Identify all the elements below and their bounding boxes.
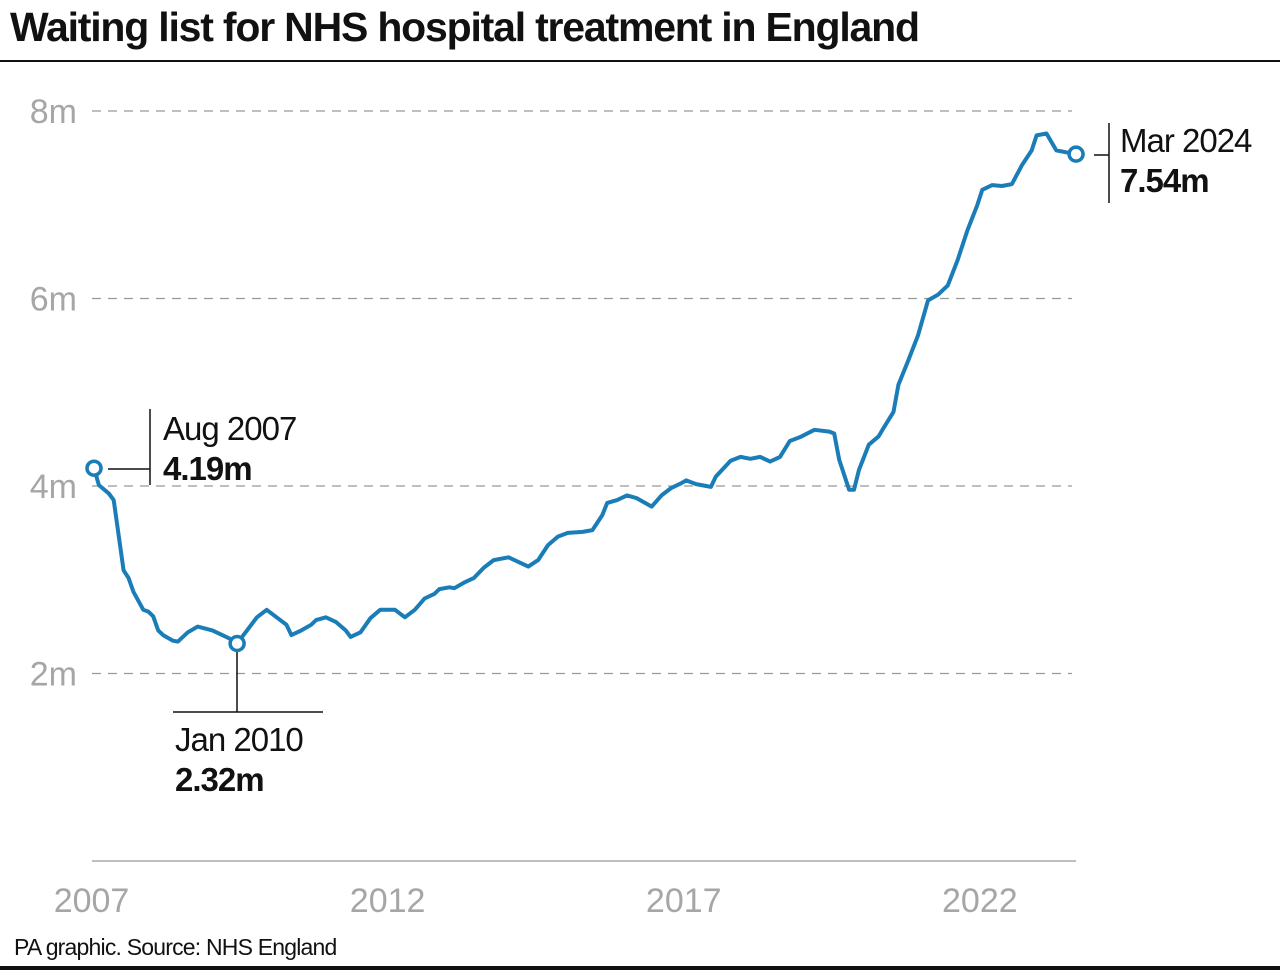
y-tick-label: 6m bbox=[30, 281, 77, 319]
title-rule bbox=[0, 60, 1280, 62]
y-tick-label: 2m bbox=[30, 656, 77, 694]
annotation-value: 2.32m bbox=[175, 761, 264, 798]
annotation-date: Aug 2007 bbox=[163, 410, 296, 447]
annotation-value: 4.19m bbox=[163, 450, 252, 487]
annotation-date: Mar 2024 bbox=[1120, 122, 1252, 159]
annotation-date: Jan 2010 bbox=[175, 721, 303, 758]
x-tick-label: 2017 bbox=[646, 882, 722, 920]
annotation-value: 7.54m bbox=[1120, 162, 1209, 199]
x-tick-label: 2007 bbox=[54, 882, 130, 920]
annotation-marker bbox=[85, 459, 103, 477]
x-tick-label: 2022 bbox=[942, 882, 1018, 920]
annotation-marker bbox=[228, 634, 246, 653]
source-note: PA graphic. Source: NHS England bbox=[14, 934, 337, 960]
y-tick-label: 8m bbox=[30, 93, 77, 131]
data-series-line bbox=[92, 131, 1079, 646]
bottom-rule bbox=[0, 966, 1280, 970]
chart-title: Waiting list for NHS hospital treatment … bbox=[10, 4, 920, 50]
x-tick-label: 2012 bbox=[350, 882, 426, 920]
annotation-marker bbox=[1067, 145, 1085, 163]
y-tick-label: 4m bbox=[30, 468, 77, 506]
